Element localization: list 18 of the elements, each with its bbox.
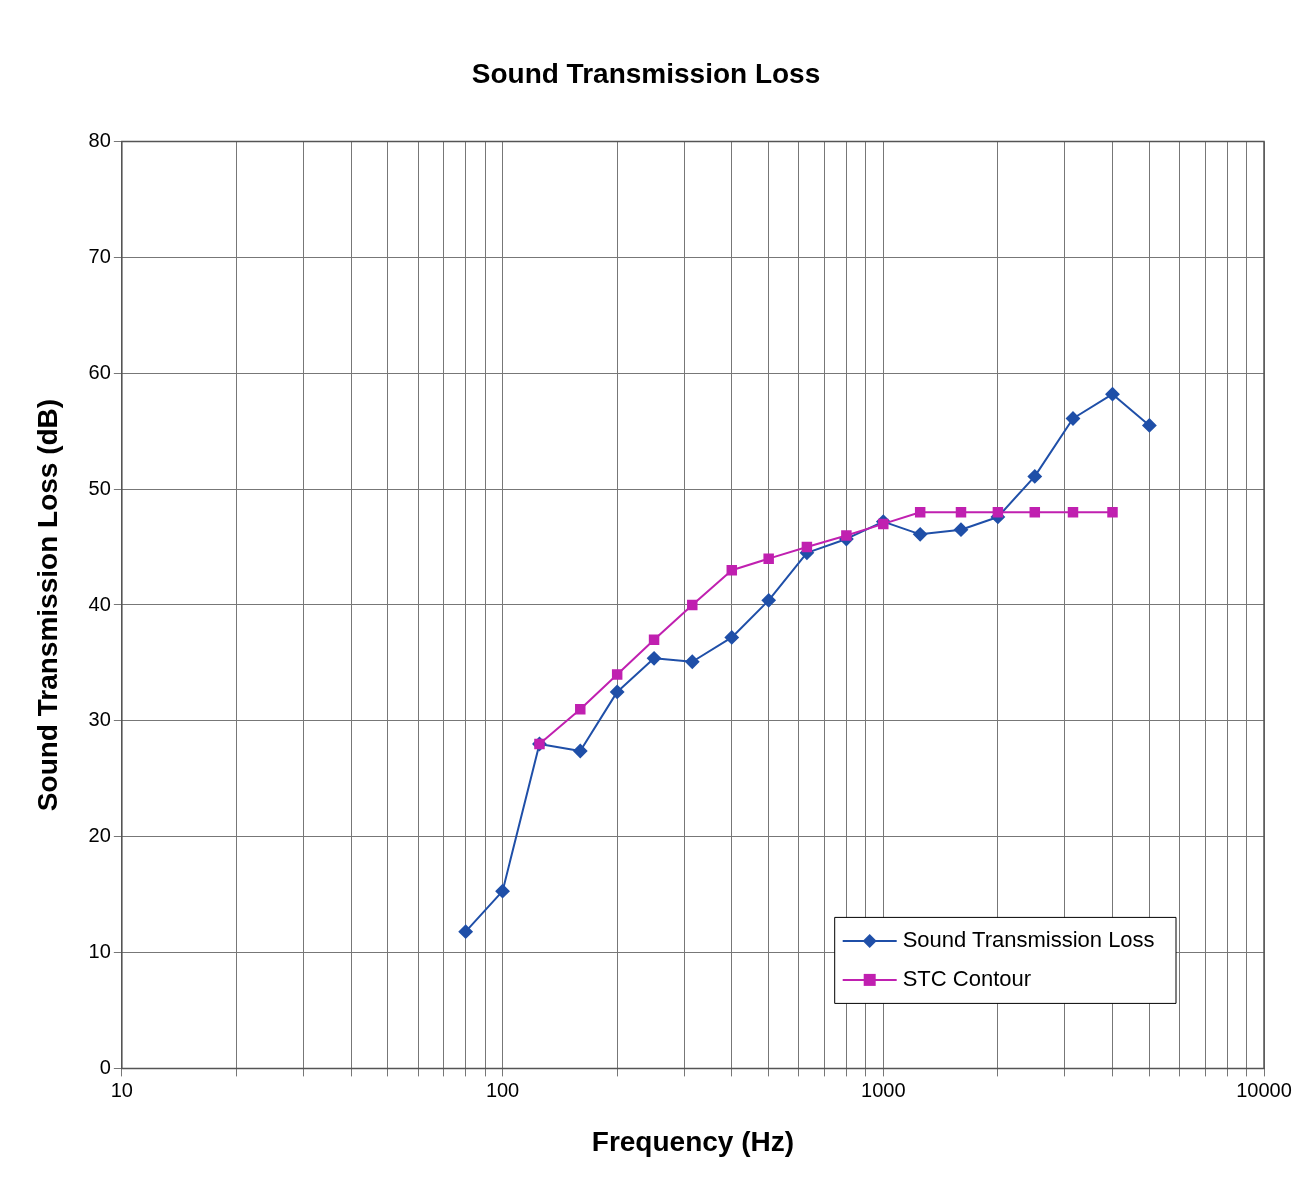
y-tick-label: 0 — [99, 1055, 111, 1078]
y-tick-label: 70 — [88, 244, 111, 267]
y-tick-label: 30 — [88, 708, 111, 731]
y-tick-label: 60 — [88, 360, 111, 383]
chart-title: Sound Transmission Loss — [471, 57, 821, 89]
x-tick-label: 1000 — [861, 1078, 906, 1101]
y-axis-title: Sound Transmission Loss (dB) — [31, 398, 63, 812]
y-tick-label: 10 — [88, 940, 111, 963]
y-tick-label: 80 — [88, 129, 111, 152]
y-tick-label: 40 — [88, 592, 111, 615]
y-tick-label: 50 — [88, 476, 111, 499]
x-axis-title: Frequency (Hz) — [591, 1125, 795, 1157]
legend-label: Sound Transmission Loss — [902, 926, 1155, 952]
x-tick-label: 10000 — [1236, 1078, 1292, 1101]
legend-label: STC Contour — [902, 965, 1032, 991]
x-tick-label: 100 — [485, 1078, 520, 1101]
y-tick-label: 20 — [88, 824, 111, 847]
x-tick-label: 10 — [110, 1078, 133, 1101]
